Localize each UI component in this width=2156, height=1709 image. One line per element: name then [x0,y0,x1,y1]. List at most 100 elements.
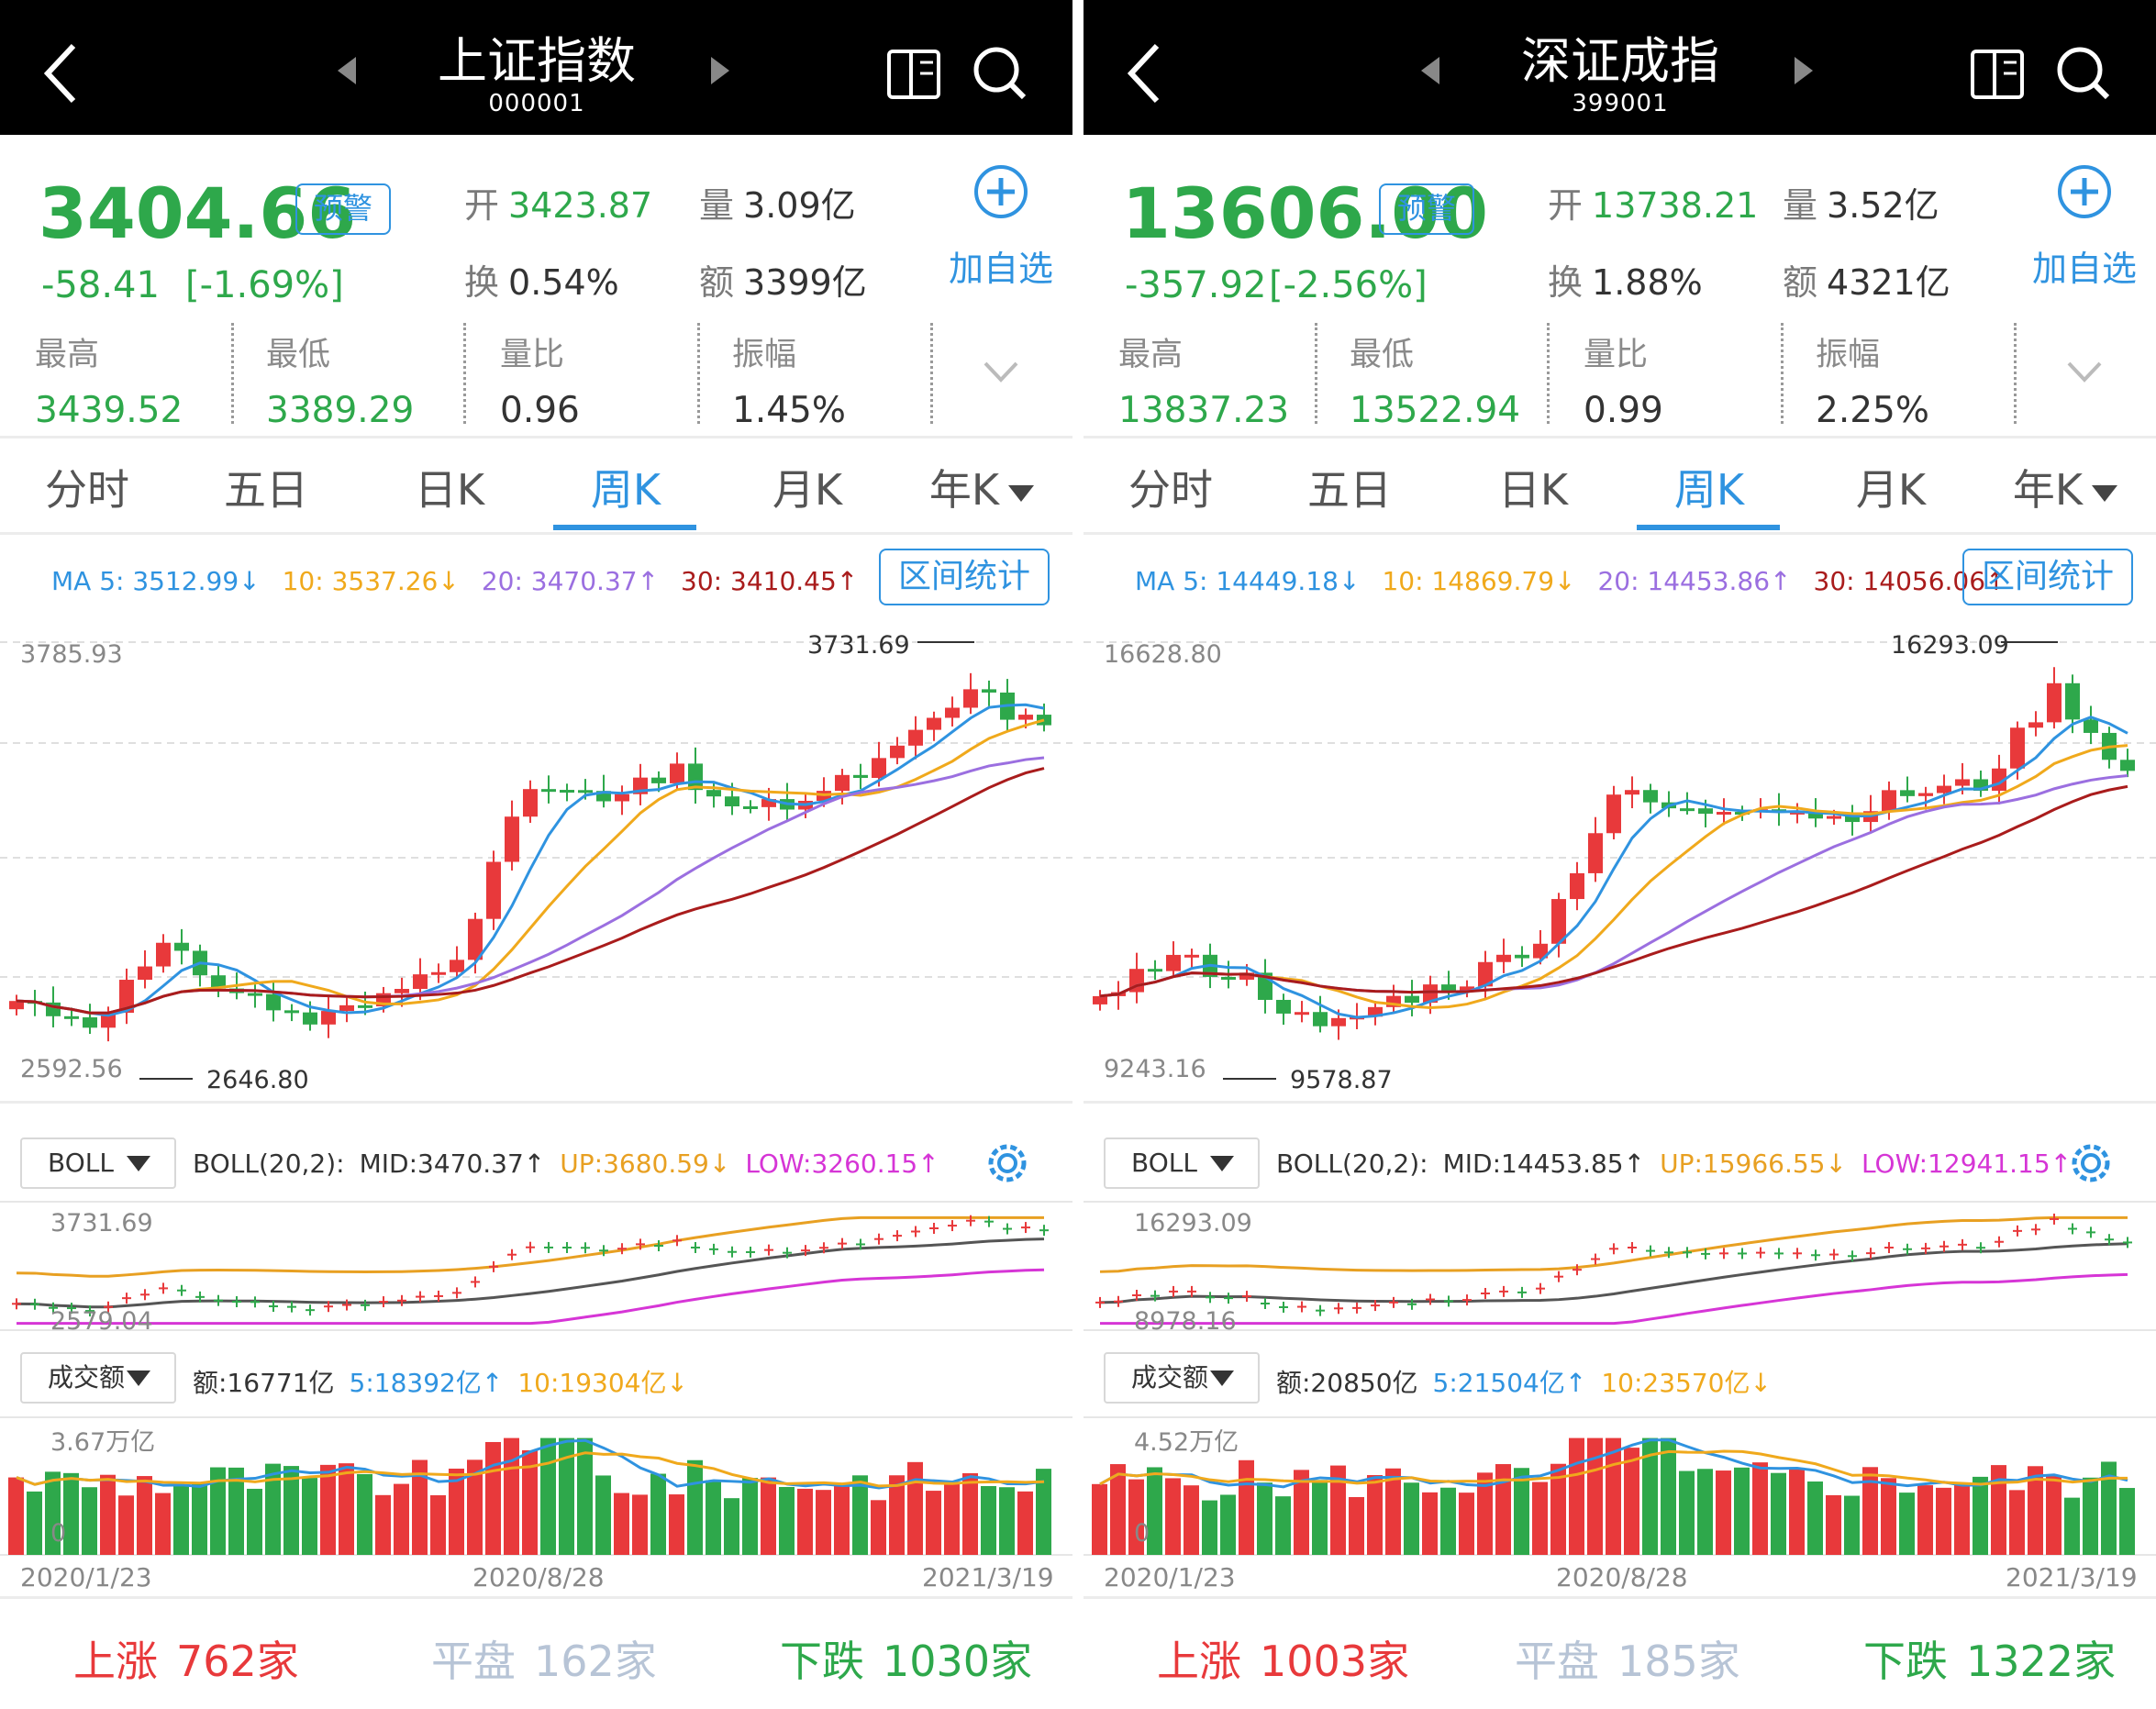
candle-body [1441,984,1456,992]
quote-amt: 额 4321亿 [1783,254,1950,305]
candle-body [1239,972,1254,980]
prev-index-button[interactable] [1421,57,1439,84]
next-index-button[interactable] [711,57,729,84]
candle-body [1808,811,1823,819]
gear-icon [2072,1144,2110,1182]
volume-selector[interactable]: 成交额 [20,1352,176,1404]
volume-bar [595,1475,611,1555]
back-button[interactable] [1120,37,1175,110]
index-title: 深证成指 [1521,32,1719,90]
tab-0[interactable]: 分时 [32,457,142,517]
alert-button[interactable]: 预警 [295,183,391,235]
date-label-2: 2021/3/19 [2006,1562,2138,1592]
tab-1[interactable]: 五日 [211,457,321,517]
volume-bar [1642,1437,1658,1555]
candle-body [358,1004,372,1008]
tab-5[interactable]: 年K [1996,457,2134,517]
boll-name: BOLL [48,1148,114,1178]
candle-body [560,790,574,793]
volume-bar [1330,1465,1346,1555]
boll-mid: MID:3470.37↑ [359,1149,546,1179]
alert-button[interactable]: 预警 [1379,183,1474,235]
tab-label: 年K [928,465,1000,515]
triangle-down-icon [127,1371,150,1386]
volume-bar [283,1466,299,1555]
volume-bar [45,1471,61,1555]
volume-bar [1789,1467,1805,1555]
volume-bar [559,1437,574,1555]
boll-selector[interactable]: BOLL [1104,1137,1260,1189]
range-stats-button[interactable]: 区间统计 [879,549,1050,605]
candle-body [927,717,941,730]
add-watchlist-icon-button[interactable] [2056,163,2113,220]
boll-selector[interactable]: BOLL [20,1137,176,1189]
index-code: 399001 [1572,90,1669,117]
stat-2: 量比 0.99 [1584,328,1804,431]
boll-chart [1084,1201,2156,1331]
expand-stats-button[interactable] [2065,358,2104,385]
plus-circle-icon [2058,165,2111,218]
volume-bar [1257,1482,1272,1555]
candle-body [1533,943,1548,959]
candle-body [1423,984,1438,1004]
volume-bar [210,1467,226,1555]
candle-body [2084,719,2098,733]
volume-bar [1844,1495,1860,1555]
volume-bar [1128,1479,1144,1555]
back-button[interactable] [37,37,92,110]
volume-legend: 额:20850亿 5:21504亿↑ 10:23570亿↓ [1276,1363,1786,1400]
prev-index-button[interactable] [338,57,356,84]
expand-stats-button[interactable] [982,358,1020,385]
tab-3[interactable]: 周K [1654,457,1764,517]
add-watchlist-button[interactable]: 加自选 [949,249,1054,289]
next-index-button[interactable] [1795,57,1813,84]
volume-bar [155,1493,171,1555]
boll-chart [0,1201,1072,1331]
tab-2[interactable]: 日K [395,457,505,517]
phone-screen-button[interactable] [885,46,942,101]
quote-amt-label: 额 [1783,262,1818,303]
tab-0[interactable]: 分时 [1116,457,1226,517]
tab-2[interactable]: 日K [1478,457,1588,517]
tab-4[interactable]: 月K [1836,457,1946,517]
tab-1[interactable]: 五日 [1295,457,1405,517]
market-flat-count: 162家 [534,1637,657,1686]
candle-body [615,793,629,802]
divider [1084,1596,2156,1599]
tab-3[interactable]: 周K [571,457,681,517]
candle-body [321,1011,336,1025]
quote-turn-value: 0.54% [508,262,619,303]
candle-body [1496,954,1511,962]
search-button[interactable] [2054,44,2111,103]
market-up-count: 1003家 [1260,1637,1410,1686]
legend-ma20: 20: 3470.37↑ [481,566,660,596]
candle-body [2010,727,2025,769]
candle-body [211,975,226,989]
volume-bar [2083,1477,2098,1555]
volume-bar [1440,1487,1456,1555]
search-button[interactable] [971,44,1028,103]
phone-screen-button[interactable] [1969,46,2026,101]
add-watchlist-icon-button[interactable] [972,163,1029,220]
stat-1: 最低 13522.94 [1350,328,1570,431]
volume-bar [1477,1472,1493,1555]
candle-body [450,960,464,972]
tab-4[interactable]: 月K [752,457,862,517]
volume-legend: 额:16771亿 5:18392亿↑ 10:19304亿↓ [193,1363,703,1400]
volume-selector[interactable]: 成交额 [1104,1352,1260,1404]
market-up-label: 上涨 [73,1637,158,1686]
add-watchlist-button[interactable]: 加自选 [2032,249,2138,289]
indicator-settings-button[interactable] [2063,1136,2118,1191]
tab-5[interactable]: 年K [913,457,1050,517]
candle-body [670,763,684,783]
volume-name: 成交额 [1131,1362,1209,1393]
stat-value: 0.96 [500,390,580,431]
candle-body [1515,954,1529,959]
market-down-count: 1322家 [1966,1637,2117,1686]
range-stats-button[interactable]: 区间统计 [1962,549,2133,605]
candle-body [1955,779,1970,786]
volume-bar [1422,1492,1438,1555]
volume-bar [1807,1482,1823,1555]
candle-body [486,861,501,919]
indicator-settings-button[interactable] [980,1136,1035,1191]
